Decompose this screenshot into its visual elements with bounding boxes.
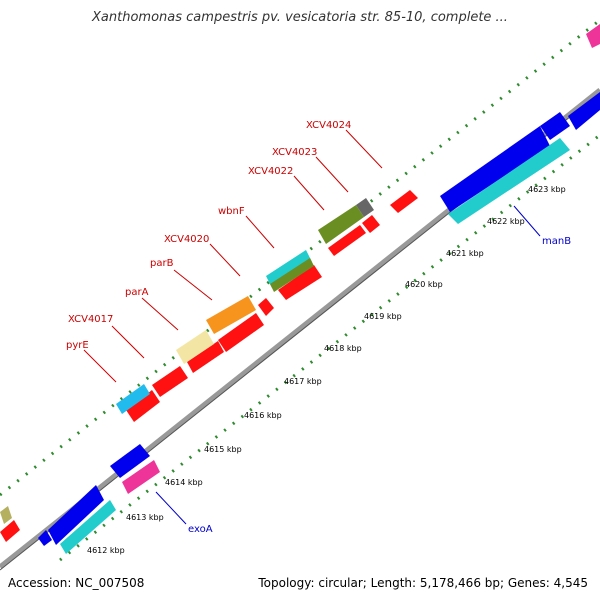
gene-block-xcv4024 <box>390 190 418 213</box>
gene-block-upper-right <box>540 112 570 140</box>
gene-block-parb <box>218 313 264 352</box>
gene-block-pyre <box>126 390 160 422</box>
gene-block-lower-left <box>48 485 104 545</box>
kbp-4622: 4622 kbp <box>487 217 525 226</box>
label-pyre: pyrE <box>66 340 89 351</box>
kbp-4617: 4617 kbp <box>284 377 322 386</box>
feature-grey-4023 <box>356 198 374 217</box>
feature-cyan-lower <box>60 500 116 554</box>
feature-olive-4023 <box>318 205 364 244</box>
feature-pink-exoa <box>122 460 160 494</box>
feature-cyan-wbnf <box>266 250 312 288</box>
label-xcv4022: XCV4022 <box>248 166 293 177</box>
topology-text: Topology: circular; Length: 5,178,466 bp… <box>258 576 588 590</box>
kbp-4616: 4616 kbp <box>244 411 282 420</box>
label-exoa: exoA <box>188 524 213 535</box>
gene-block-manb <box>440 126 550 212</box>
label-para: parA <box>125 287 149 298</box>
label-parb: parB <box>150 258 174 269</box>
kbp-4618: 4618 kbp <box>324 344 362 353</box>
kbp-4621: 4621 kbp <box>446 249 484 258</box>
label-manb: manB <box>542 236 571 247</box>
gene-block-tiny <box>38 530 52 546</box>
kbp-4614: 4614 kbp <box>165 478 203 487</box>
gene-block-para <box>187 341 224 373</box>
feature-yellow-para <box>176 330 214 364</box>
feature-olive-wbnf <box>270 258 314 292</box>
feature-cyan-pyre <box>116 384 150 414</box>
gene-block-wbnf <box>278 265 322 300</box>
gene-block-exoa <box>110 444 150 478</box>
label-xcv4024: XCV4024 <box>306 120 351 131</box>
kbp-4615: 4615 kbp <box>204 445 242 454</box>
feature-olive-left <box>0 506 12 524</box>
label-xcv4020: XCV4020 <box>164 234 209 245</box>
inner-tick-rail <box>59 133 600 562</box>
label-xcv4017: XCV4017 <box>68 314 113 325</box>
gene-block-far-right <box>568 92 600 130</box>
label-leaders-blue <box>155 205 541 525</box>
kbp-4623: 4623 kbp <box>528 185 566 194</box>
kbp-4619: 4619 kbp <box>364 312 402 321</box>
forward-strand-genes <box>0 190 418 542</box>
label-leaders <box>83 129 383 383</box>
gene-block-xcv4023 <box>362 215 380 233</box>
kbp-4612: 4612 kbp <box>87 546 125 555</box>
gene-block-left <box>0 520 20 542</box>
label-wbnf: wbnF <box>218 206 245 217</box>
kbp-labels: 4612 kbp 4613 kbp 4614 kbp 4615 kbp 4616… <box>87 185 566 555</box>
gene-block-xcv4017 <box>152 366 188 397</box>
feature-orange-para <box>206 296 256 334</box>
gene-block-xcv4022 <box>328 225 366 256</box>
kbp-4620: 4620 kbp <box>405 280 443 289</box>
map-title: Xanthomonas campestris pv. vesicatoria s… <box>92 10 508 25</box>
kbp-4613: 4613 kbp <box>126 513 164 522</box>
accession-text: Accession: NC_007508 <box>8 576 145 590</box>
reverse-strand-genes <box>38 92 600 546</box>
feature-cyan-manb <box>448 138 570 224</box>
feature-pink-top <box>586 24 600 48</box>
label-xcv4023: XCV4023 <box>272 147 317 158</box>
special-features <box>0 24 600 554</box>
gene-labels: XCV4024 XCV4023 XCV4022 wbnF XCV4020 par… <box>66 120 571 535</box>
gene-block-xcv4020 <box>258 298 274 316</box>
